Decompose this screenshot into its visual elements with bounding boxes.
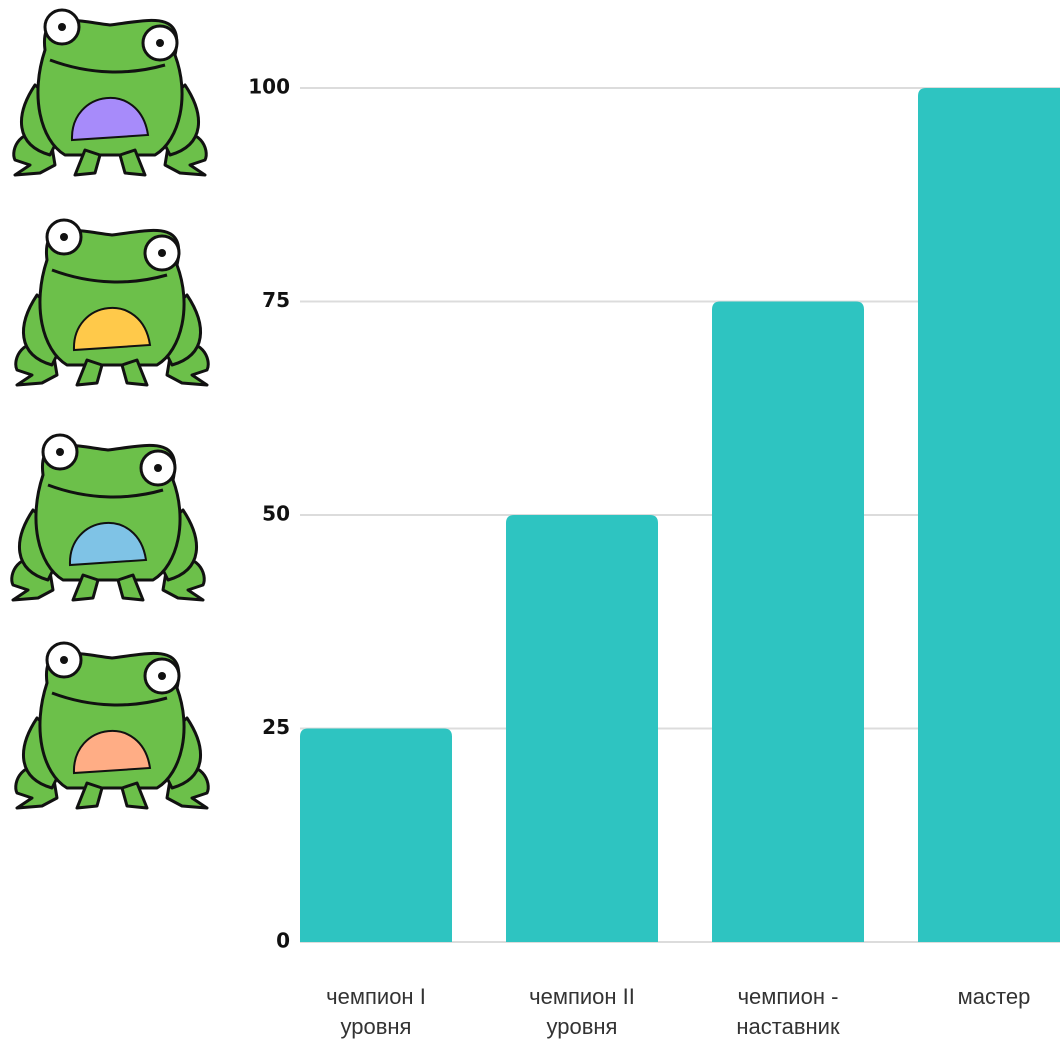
y-tick-label: 75 <box>262 288 290 312</box>
bar <box>300 728 452 942</box>
x-tick-label: чемпион - наставник <box>736 984 840 1039</box>
x-tick-label: мастер <box>957 984 1031 1009</box>
y-tick-label: 100 <box>248 75 290 99</box>
frog-peach <box>14 641 210 810</box>
y-tick-label: 0 <box>276 929 290 953</box>
bar <box>918 88 1060 942</box>
bar <box>712 301 864 942</box>
frog-blue <box>10 433 206 602</box>
x-tick-label: чемпион II уровня <box>529 984 635 1039</box>
y-tick-label: 25 <box>262 715 290 739</box>
x-tick-label: чемпион I уровня <box>326 984 426 1039</box>
bar <box>506 515 658 942</box>
y-tick-label: 50 <box>262 502 290 526</box>
frog-yellow <box>14 218 210 387</box>
frog-purple <box>12 8 208 177</box>
